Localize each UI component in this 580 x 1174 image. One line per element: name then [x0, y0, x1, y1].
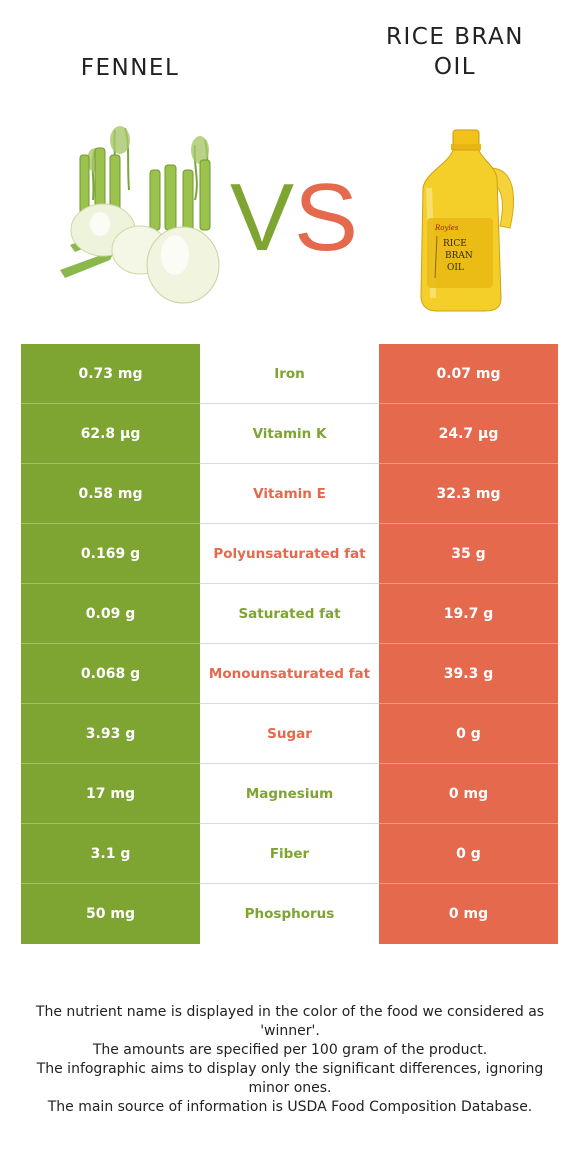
- table-row: 3.93 g Sugar 0 g: [21, 704, 558, 764]
- right-value: 35 g: [379, 524, 558, 584]
- rice-bran-oil-image: Royles RICE BRAN OIL: [420, 129, 514, 312]
- right-value: 0 mg: [379, 764, 558, 824]
- nutrient-name: Vitamin E: [200, 464, 379, 524]
- nutrient-name: Saturated fat: [200, 584, 379, 644]
- fennel-image: [60, 126, 220, 304]
- table-row: 3.1 g Fiber 0 g: [21, 824, 558, 884]
- table-row: 0.58 mg Vitamin E 32.3 mg: [21, 464, 558, 524]
- footnote-line: The infographic aims to display only the…: [36, 1061, 544, 1096]
- right-value: 0 mg: [379, 884, 558, 944]
- food-left-title: FENNEL: [80, 55, 180, 81]
- table-row: 0.169 g Polyunsaturated fat 35 g: [21, 524, 558, 584]
- nutrient-name: Polyunsaturated fat: [200, 524, 379, 584]
- left-value: 50 mg: [21, 884, 200, 944]
- table-row: 17 mg Magnesium 0 mg: [21, 764, 558, 824]
- bottle-brand: Royles: [434, 224, 459, 232]
- left-value: 3.1 g: [21, 824, 200, 884]
- footnote: The nutrient name is displayed in the co…: [15, 1003, 565, 1117]
- comparison-table: 0.73 mg Iron 0.07 mg 62.8 µg Vitamin K 2…: [21, 344, 558, 944]
- right-value: 32.3 mg: [379, 464, 558, 524]
- nutrient-name: Fiber: [200, 824, 379, 884]
- left-value: 0.58 mg: [21, 464, 200, 524]
- right-value: 0 g: [379, 824, 558, 884]
- left-value: 0.73 mg: [21, 344, 200, 404]
- nutrient-name: Sugar: [200, 704, 379, 764]
- bottle-label-line2: BRAN: [445, 251, 473, 261]
- right-value: 39.3 g: [379, 644, 558, 704]
- table-row: 0.73 mg Iron 0.07 mg: [21, 344, 558, 404]
- nutrient-name: Vitamin K: [200, 404, 379, 464]
- table-row: 0.068 g Monounsaturated fat 39.3 g: [21, 644, 558, 704]
- bottle-label-line1: RICE: [443, 239, 467, 249]
- footnote-line: The nutrient name is displayed in the co…: [35, 1004, 545, 1039]
- left-value: 0.09 g: [21, 584, 200, 644]
- table-row: 0.09 g Saturated fat 19.7 g: [21, 584, 558, 644]
- left-value: 0.068 g: [21, 644, 200, 704]
- vs-s: S: [294, 164, 358, 260]
- vs-label: V S: [230, 164, 358, 260]
- left-value: 17 mg: [21, 764, 200, 824]
- left-value: 62.8 µg: [21, 404, 200, 464]
- right-value: 24.7 µg: [379, 404, 558, 464]
- food-right-title: RICE BRAN OIL: [345, 22, 565, 82]
- nutrient-name: Monounsaturated fat: [200, 644, 379, 704]
- right-value: 0 g: [379, 704, 558, 764]
- left-value: 3.93 g: [21, 704, 200, 764]
- table-row: 50 mg Phosphorus 0 mg: [21, 884, 558, 944]
- nutrient-name: Iron: [200, 344, 379, 404]
- bottle-label-line3: OIL: [447, 263, 464, 273]
- food-right-title-line2: OIL: [433, 54, 477, 80]
- right-value: 19.7 g: [379, 584, 558, 644]
- footnote-line: The amounts are specified per 100 gram o…: [92, 1042, 488, 1058]
- right-value: 0.07 mg: [379, 344, 558, 404]
- food-right-title-line1: RICE BRAN: [386, 24, 524, 50]
- header: FENNEL RICE BRAN OIL: [0, 0, 580, 330]
- table-row: 62.8 µg Vitamin K 24.7 µg: [21, 404, 558, 464]
- left-value: 0.169 g: [21, 524, 200, 584]
- nutrient-name: Phosphorus: [200, 884, 379, 944]
- footnote-line: The main source of information is USDA F…: [47, 1099, 533, 1115]
- nutrient-name: Magnesium: [200, 764, 379, 824]
- vs-v: V: [230, 164, 294, 260]
